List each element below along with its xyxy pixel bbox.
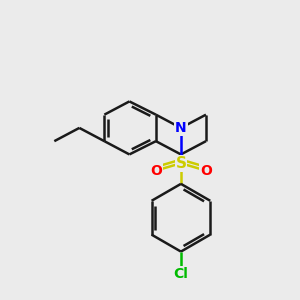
Text: S: S <box>176 156 186 171</box>
Text: O: O <box>200 164 212 178</box>
Text: Cl: Cl <box>173 267 188 281</box>
Text: O: O <box>150 164 162 178</box>
Text: N: N <box>175 121 187 135</box>
